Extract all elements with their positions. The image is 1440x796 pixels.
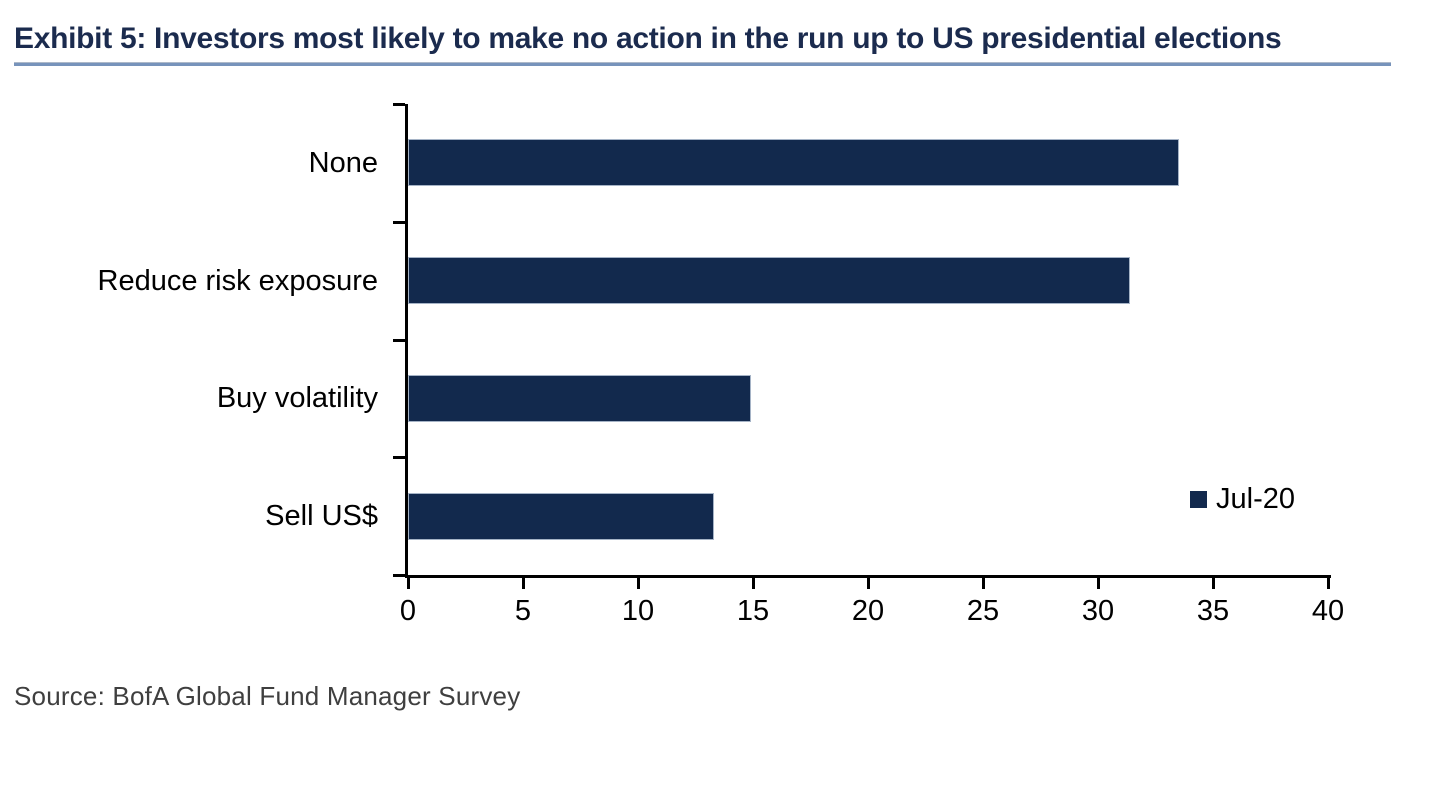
x-axis-tick xyxy=(1212,578,1215,589)
x-tick-label: 20 xyxy=(851,595,885,627)
x-tick-label: 25 xyxy=(966,595,1000,627)
legend-label: Jul-20 xyxy=(1216,483,1295,515)
x-axis-tick xyxy=(637,578,640,589)
title-underline xyxy=(14,62,1391,66)
bar xyxy=(408,257,1130,304)
legend: Jul-20 xyxy=(1190,483,1295,515)
bar xyxy=(408,375,751,422)
y-axis-tick xyxy=(393,339,405,342)
x-axis-tick xyxy=(407,578,410,589)
x-axis-tick xyxy=(982,578,985,589)
x-tick-label: 35 xyxy=(1196,595,1230,627)
x-tick-label: 40 xyxy=(1311,595,1345,627)
bar xyxy=(408,493,714,540)
source-note: Source: BofA Global Fund Manager Survey xyxy=(14,681,521,711)
y-axis-line xyxy=(405,104,408,578)
y-axis-tick xyxy=(393,103,405,106)
x-tick-label: 10 xyxy=(621,595,655,627)
category-label: None xyxy=(308,147,378,179)
legend-swatch-icon xyxy=(1190,490,1207,508)
category-label: Buy volatility xyxy=(216,382,378,414)
x-tick-label: 5 xyxy=(514,595,532,627)
chart-title: Exhibit 5: Investors most likely to make… xyxy=(14,22,1282,55)
y-axis-tick xyxy=(393,574,405,577)
category-label: Sell US$ xyxy=(265,500,378,532)
y-axis-tick xyxy=(393,456,405,459)
plot-area: 0 5 10 15 20 25 30 35 40 xyxy=(393,103,1344,627)
category-axis-labels: None Reduce risk exposure Buy volatility Se… xyxy=(0,104,378,575)
x-tick-label: 15 xyxy=(736,595,770,627)
x-axis-tick xyxy=(867,578,870,589)
bar xyxy=(408,139,1179,186)
y-axis-tick xyxy=(393,221,405,224)
category-label: Reduce risk exposure xyxy=(97,265,378,297)
x-tick-label: 0 xyxy=(399,595,417,627)
x-axis-line xyxy=(405,575,1331,578)
x-axis-tick xyxy=(522,578,525,589)
x-axis-tick xyxy=(1327,578,1330,589)
x-tick-label: 30 xyxy=(1081,595,1115,627)
x-axis-tick xyxy=(752,578,755,589)
x-axis-tick xyxy=(1097,578,1100,589)
